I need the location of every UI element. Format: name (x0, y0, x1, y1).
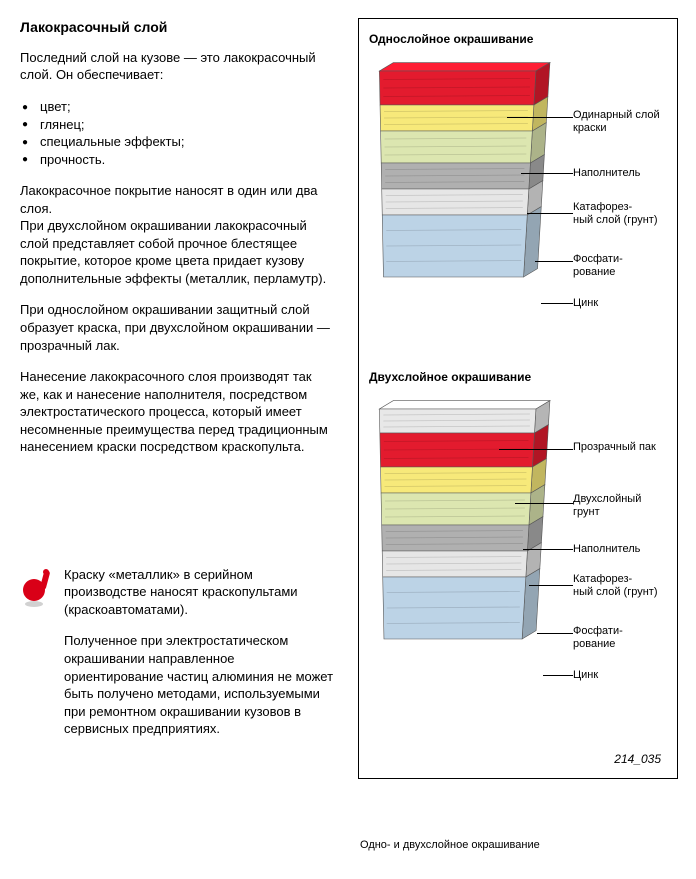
leader-line (541, 303, 573, 304)
leader-line (535, 261, 573, 262)
list-item: специальные эффекты; (22, 133, 334, 151)
leader-line (537, 633, 573, 634)
layer-label: Двухслойный грунт (573, 493, 667, 518)
diagram-double-layer: Прозрачный пак Двухслойный грунт Наполните… (367, 391, 669, 731)
figure-reference: 214_035 (367, 747, 669, 773)
layer-label: Катафорез- ный слой (грунт) (573, 573, 667, 598)
layer-label: Цинк (573, 669, 667, 682)
layers-illustration (367, 391, 577, 731)
note-text: Краску «металлик» в серийном производств… (64, 566, 334, 619)
page-title: Лакокрасочный слой (20, 18, 334, 37)
layer-label: Катафорез- ный слой (грунт) (573, 201, 667, 226)
list-item: цвет; (22, 98, 334, 116)
leader-line (515, 503, 573, 504)
paragraph: Нанесение лакокрасочного слоя производят… (20, 368, 334, 456)
warning-icon (20, 566, 64, 619)
paragraph: При однослойном окрашивании защитный сло… (20, 301, 334, 354)
list-item: прочность. (22, 151, 334, 169)
layer-label: Фосфати- рование (573, 625, 667, 650)
panel-heading-1: Однослойное окрашивание (369, 31, 669, 47)
left-column: Лакокрасочный слой Последний слой на куз… (0, 0, 348, 879)
layers-illustration (367, 53, 577, 353)
paragraph: Лакокрасочное покрытие наносят в один ил… (20, 182, 334, 287)
figure-caption: Одно- и двухслойное окрашивание (358, 838, 678, 853)
leader-line (529, 585, 573, 586)
leader-line (523, 549, 573, 550)
diagram-single-layer: Одинарный слой краски Наполнитель Катафоре… (367, 53, 669, 353)
feature-list: цвет; глянец; специальные эффекты; прочн… (20, 98, 334, 168)
layer-label: Цинк (573, 297, 667, 310)
note-block: Краску «металлик» в серийном производств… (20, 566, 334, 619)
layer-label: Наполнитель (573, 543, 667, 556)
layer-label: Фосфати- рование (573, 253, 667, 278)
layer-label: Наполнитель (573, 167, 667, 180)
panel-heading-2: Двухслойное окрашивание (369, 369, 669, 385)
figure-panel: Однослойное окрашивание Одинарный слой к… (358, 18, 678, 779)
list-item: глянец; (22, 116, 334, 134)
layer-label: Прозрачный пак (573, 441, 667, 454)
leader-line (521, 173, 573, 174)
paragraph: Полученное при электростатическом окраши… (20, 632, 334, 737)
intro-paragraph: Последний слой на кузове — это лакокрасо… (20, 49, 334, 84)
leader-line (527, 213, 573, 214)
leader-line (499, 449, 573, 450)
leader-line (543, 675, 573, 676)
layer-label: Одинарный слой краски (573, 109, 667, 134)
leader-line (507, 117, 573, 118)
